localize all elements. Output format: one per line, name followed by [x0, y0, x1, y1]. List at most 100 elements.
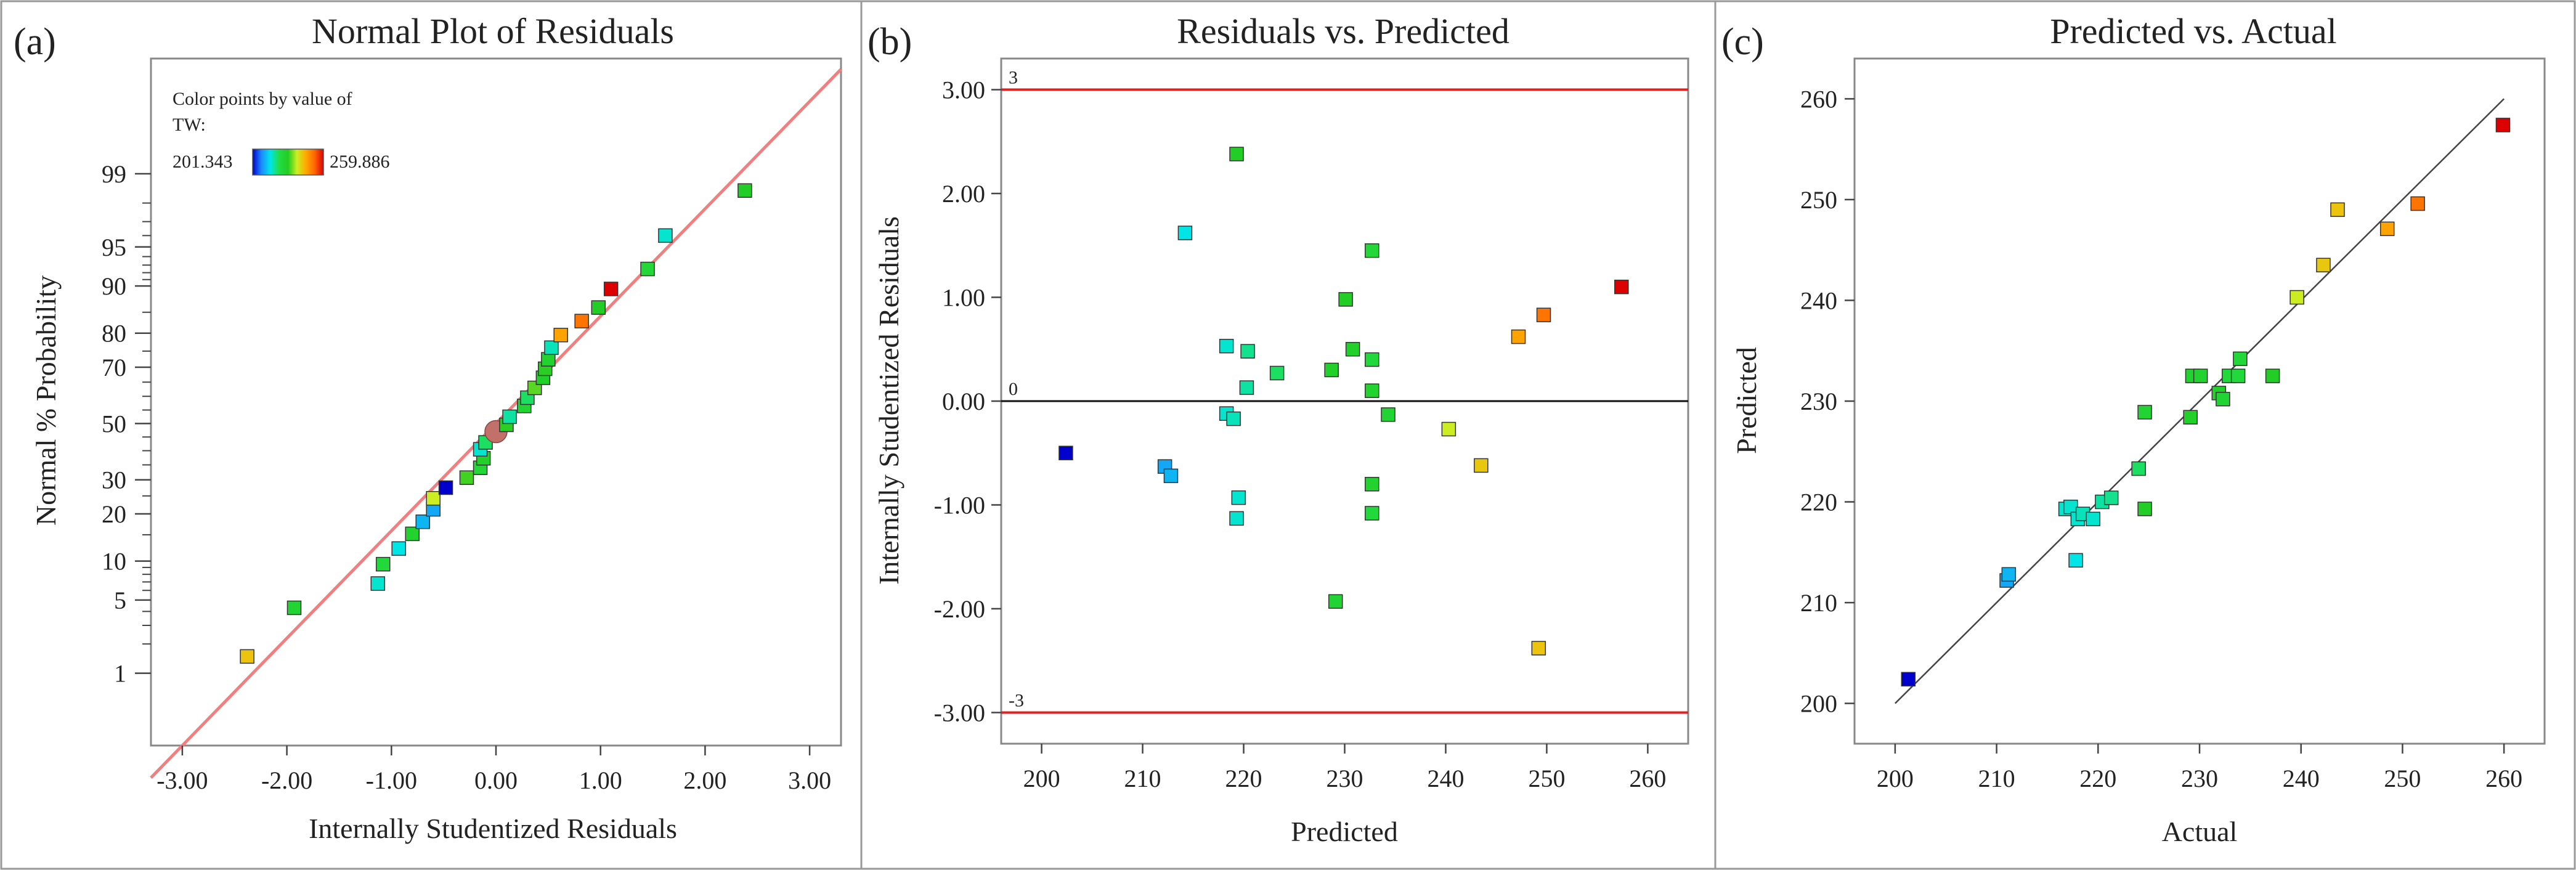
- data-point: [1219, 338, 1234, 354]
- x-tick-label: 250: [2384, 765, 2421, 792]
- y-tick-label: 200: [1800, 690, 1837, 718]
- data-point: [1229, 147, 1244, 161]
- x-tick-label: 220: [1225, 765, 1262, 792]
- data-point: [405, 526, 420, 542]
- x-tick-label: 220: [2079, 765, 2116, 792]
- legend-title-line2: TW:: [173, 115, 206, 135]
- y-tick-label: -2.00: [934, 595, 985, 623]
- data-point: [375, 556, 391, 572]
- y-tick-label: 10: [102, 548, 126, 575]
- data-point: [2063, 499, 2078, 514]
- x-tick-label: 230: [2181, 765, 2218, 792]
- x-axis-title-b: Predicted: [1291, 816, 1398, 847]
- data-point: [1381, 407, 1396, 422]
- identity-reference-line: [1895, 98, 2505, 704]
- reference-line-label: 3: [1009, 68, 1018, 88]
- data-point: [1365, 352, 1379, 367]
- data-point: [1901, 672, 1916, 687]
- x-tick-label: 260: [2485, 765, 2522, 792]
- data-point: [502, 409, 517, 425]
- x-tick-label: 0.00: [474, 766, 518, 794]
- series-points-c: [1901, 118, 2511, 687]
- x-tick-label: 260: [1629, 765, 1666, 792]
- y-tick-label: 230: [1800, 388, 1837, 415]
- color-legend: Color points by value of TW: 201.343 259…: [173, 89, 390, 176]
- panel-predicted-vs-actual: (c) Predicted vs. Actual 200 210 220 230 240…: [1721, 11, 2546, 847]
- y-tick-label: 20: [102, 500, 126, 528]
- x-tick-label: 240: [1427, 765, 1464, 792]
- x-axis-title-c: Actual: [2162, 816, 2238, 847]
- legend-title-line1: Color points by value of: [173, 89, 352, 109]
- data-point: [574, 314, 589, 328]
- y-tick-label: 5: [114, 587, 126, 614]
- x-axis-a: -3.00 -2.00 -1.00 0.00 1.00 2.00 3.00: [156, 746, 831, 794]
- y-tick-label: 1.00: [942, 284, 985, 312]
- x-tick-label: -1.00: [366, 766, 417, 794]
- data-point: [737, 183, 752, 198]
- data-point: [370, 576, 385, 591]
- series-points-b: [1058, 147, 1629, 656]
- data-point: [1365, 383, 1379, 398]
- data-point: [1614, 279, 1629, 295]
- data-point: [2103, 490, 2119, 505]
- x-tick-label: 1.00: [579, 766, 622, 794]
- data-point: [2131, 461, 2146, 476]
- reference-lines-b: 3 0 -3: [1001, 68, 1688, 714]
- x-tick-label: -2.00: [261, 766, 312, 794]
- data-point: [286, 600, 302, 616]
- legend-min-label: 201.343: [173, 152, 233, 172]
- x-tick-label: 210: [1124, 765, 1161, 792]
- data-point: [1365, 477, 1379, 492]
- x-tick-label: 3.00: [788, 766, 831, 794]
- y-tick-label: 220: [1800, 489, 1837, 516]
- y-tick-label: 3.00: [942, 76, 985, 104]
- legend-max-label: 259.886: [330, 152, 390, 172]
- data-point: [2265, 368, 2280, 383]
- data-point: [1269, 365, 1285, 381]
- y-tick-label: -3.00: [934, 699, 985, 726]
- data-point: [415, 514, 430, 529]
- data-point: [1441, 421, 1457, 437]
- series-points-a: [240, 183, 752, 664]
- y-tick-label: 0.00: [942, 388, 985, 415]
- x-tick-label: 200: [1877, 765, 1914, 792]
- y-tick-label: 99: [102, 160, 126, 188]
- data-point: [2495, 118, 2511, 132]
- data-point: [2216, 391, 2230, 407]
- y-tick-label: 70: [102, 354, 126, 381]
- y-tick-label: 2.00: [942, 180, 985, 208]
- data-point: [1239, 380, 1254, 395]
- x-axis-b: 200 210 220 230 240 250 260: [1023, 744, 1666, 792]
- data-point: [591, 300, 606, 315]
- legend-colorbar: [252, 148, 324, 176]
- data-point: [1365, 243, 1379, 258]
- y-tick-label: 260: [1800, 85, 1837, 113]
- data-point: [2137, 405, 2152, 420]
- data-point: [1231, 490, 1246, 505]
- data-point: [1229, 511, 1244, 526]
- x-axis-c: 200 210 220 230 240 250 260: [1877, 744, 2522, 792]
- data-point: [2001, 567, 2017, 582]
- y-tick-label: 240: [1800, 287, 1837, 314]
- data-point: [553, 328, 568, 343]
- x-tick-label: 210: [1978, 765, 2015, 792]
- panel-label-b: (b): [867, 21, 912, 63]
- data-point: [2379, 221, 2395, 237]
- panel-label-c: (c): [1721, 21, 1764, 63]
- y-axis-title-c: Predicted: [1731, 347, 1762, 454]
- data-point: [2193, 368, 2208, 383]
- data-point: [1345, 342, 1360, 357]
- data-point: [2183, 410, 2198, 425]
- y-tick-label: 80: [102, 320, 126, 348]
- data-point: [2086, 511, 2100, 527]
- y-tick-label: 95: [102, 234, 126, 261]
- chart-title-a: Normal Plot of Residuals: [312, 11, 674, 51]
- panel-normal-plot: (a) Normal Plot of Residuals -3.00 -2.00-…: [14, 11, 842, 844]
- data-point: [2230, 368, 2246, 383]
- data-point: [1536, 307, 1551, 322]
- data-point: [459, 470, 474, 485]
- x-axis-title-a: Internally Studentized Residuals: [309, 813, 677, 844]
- data-point: [1328, 594, 1343, 609]
- data-point: [1324, 362, 1339, 378]
- chart-title-b: Residuals vs. Predicted: [1177, 11, 1509, 51]
